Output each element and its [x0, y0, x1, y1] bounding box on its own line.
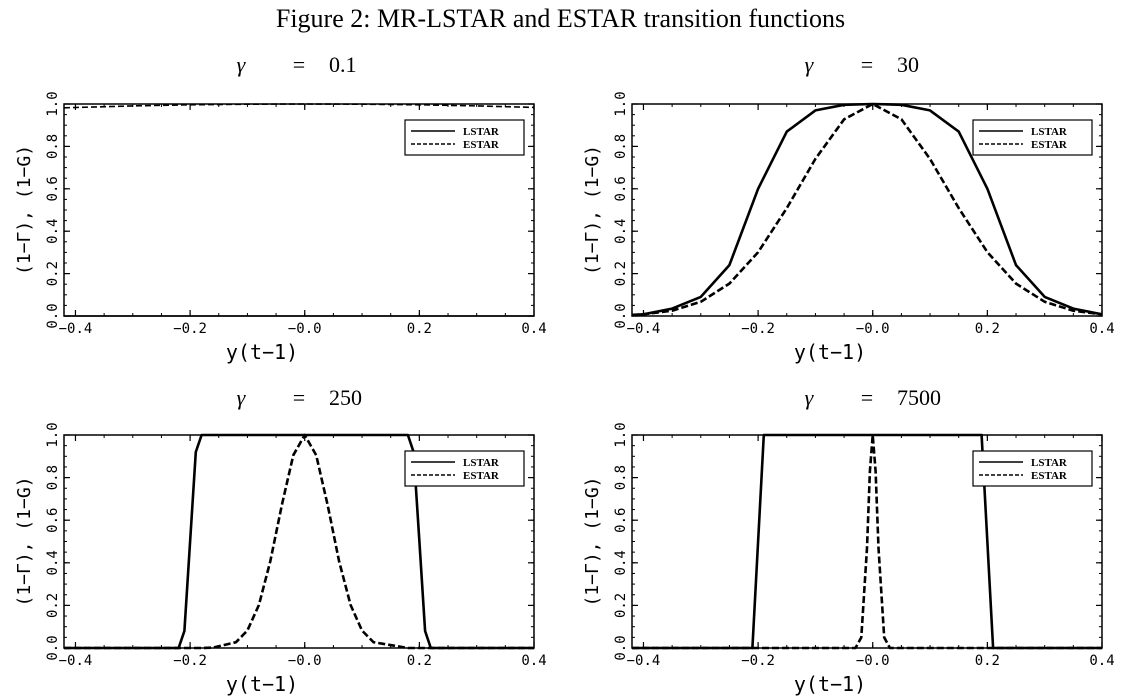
- gamma-symbol: γ: [237, 385, 247, 410]
- x-tick-label: 0.2: [975, 653, 1000, 669]
- legend-label-estar: ESTAR: [463, 470, 500, 482]
- x-axis-label: y(t−1): [794, 672, 866, 696]
- y-tick-label: 0.8: [613, 134, 629, 159]
- y-tick-label: 0.0: [613, 635, 629, 660]
- x-tick-label: −0.0: [856, 321, 890, 337]
- legend-label-estar: ESTAR: [1031, 470, 1068, 482]
- y-tick-label: 0.6: [613, 508, 629, 533]
- gamma-symbol: γ: [805, 385, 815, 410]
- y-axis-label: (1−Γ), (1−G): [582, 476, 603, 606]
- equals-sign: =: [861, 52, 873, 77]
- y-tick-label: 0.4: [45, 550, 61, 575]
- y-tick-label: 0.4: [613, 550, 629, 575]
- y-axis-label: (1−Γ), (1−G): [582, 145, 603, 275]
- y-tick-label: 0.0: [613, 303, 629, 328]
- y-tick-label: 0.8: [45, 465, 61, 490]
- y-tick-label: 0.6: [613, 176, 629, 201]
- x-tick-label: −0.4: [627, 653, 661, 669]
- y-tick-label: 0.0: [45, 303, 61, 328]
- legend-label-lstar: LSTAR: [463, 457, 500, 469]
- x-tick-label: −0.2: [173, 653, 207, 669]
- legend-box: [404, 119, 525, 156]
- x-tick-label: −0.0: [288, 321, 322, 337]
- legend-label-lstar: LSTAR: [1031, 457, 1068, 469]
- legend-label-lstar: LSTAR: [1031, 126, 1068, 138]
- x-axis-label: y(t−1): [794, 340, 866, 364]
- chart-panel-2: γ = 30 −0.4 −0.2 −0.0 0.2 0.4 0.0 0.2 0.4 0.6 0.8 1.0…: [582, 52, 1115, 364]
- gamma-symbol: γ: [805, 52, 815, 77]
- chart-panel-4: γ = 7500 −0.4 −0.2 −0.0 0.2 0.4 0.0 0.2 0.4 0.6 0.8 1…: [582, 385, 1115, 696]
- x-tick-label: 0.4: [521, 321, 546, 337]
- panel-title: γ = 7500: [805, 385, 941, 410]
- y-tick-label: 0.6: [45, 508, 61, 533]
- equals-sign: =: [861, 385, 873, 410]
- y-tick-label: 1.0: [45, 91, 61, 116]
- y-tick-label: 0.6: [45, 176, 61, 201]
- x-tick-label: −0.4: [59, 653, 93, 669]
- series-line-estar: [64, 433, 534, 650]
- y-tick-label: 1.0: [613, 422, 629, 447]
- x-axis-label: y(t−1): [226, 340, 298, 364]
- gamma-value: 30: [897, 52, 919, 77]
- y-tick-label: 0.0: [45, 635, 61, 660]
- y-tick-label: 0.8: [45, 134, 61, 159]
- panel-title: γ = 30: [805, 52, 919, 77]
- y-tick-label: 0.2: [613, 261, 629, 286]
- x-tick-label: −0.2: [741, 321, 775, 337]
- legend-label-lstar: LSTAR: [463, 126, 500, 138]
- x-tick-label: 0.4: [1089, 653, 1114, 669]
- x-tick-label: 0.2: [407, 321, 432, 337]
- y-tick-label: 0.2: [45, 593, 61, 618]
- gamma-value: 0.1: [329, 52, 357, 77]
- y-axis-label: (1−Γ), (1−G): [14, 145, 35, 275]
- legend-box: [972, 450, 1093, 487]
- legend-box: [404, 450, 525, 487]
- chart-panel-1: γ = 0.1 −0.4 −0.2 −0.0 0.2 0.4 0.0 0.2 0.4 0.6 0.8 1.…: [14, 52, 547, 364]
- series-line-estar: [632, 433, 1102, 650]
- y-tick-label: 1.0: [45, 422, 61, 447]
- legend-box: [972, 119, 1093, 156]
- equals-sign: =: [293, 385, 305, 410]
- series-line-estar: [632, 102, 1102, 317]
- gamma-value: 250: [329, 385, 362, 410]
- x-tick-label: 0.4: [521, 653, 546, 669]
- x-tick-label: 0.2: [407, 653, 432, 669]
- x-tick-label: −0.2: [741, 653, 775, 669]
- legend-label-estar: ESTAR: [1031, 139, 1068, 151]
- equals-sign: =: [293, 52, 305, 77]
- y-axis-label: (1−Γ), (1−G): [14, 476, 35, 606]
- figure-title: Figure 2: MR-LSTAR and ESTAR transition …: [275, 4, 846, 33]
- y-tick-label: 1.0: [613, 91, 629, 116]
- x-tick-label: −0.4: [627, 321, 661, 337]
- x-tick-label: 0.4: [1089, 321, 1114, 337]
- y-tick-label: 0.4: [613, 219, 629, 244]
- y-tick-label: 0.2: [613, 593, 629, 618]
- x-tick-label: −0.4: [59, 321, 93, 337]
- legend-label-estar: ESTAR: [463, 139, 500, 151]
- y-tick-label: 0.4: [45, 219, 61, 244]
- y-tick-label: 0.8: [613, 465, 629, 490]
- gamma-symbol: γ: [237, 52, 247, 77]
- chart-panel-3: γ = 250 −0.4 −0.2 −0.0 0.2 0.4 0.0 0.2 0.4 0.6 0.8 1.…: [14, 385, 547, 696]
- y-tick-label: 0.2: [45, 261, 61, 286]
- x-tick-label: −0.0: [288, 653, 322, 669]
- x-tick-label: −0.0: [856, 653, 890, 669]
- panel-title: γ = 0.1: [237, 52, 357, 77]
- x-tick-label: 0.2: [975, 321, 1000, 337]
- series-line-lstar: [632, 102, 1102, 317]
- panel-title: γ = 250: [237, 385, 362, 410]
- x-tick-label: −0.2: [173, 321, 207, 337]
- gamma-value: 7500: [897, 385, 941, 410]
- series-line-lstar: [632, 433, 1102, 650]
- x-axis-label: y(t−1): [226, 672, 298, 696]
